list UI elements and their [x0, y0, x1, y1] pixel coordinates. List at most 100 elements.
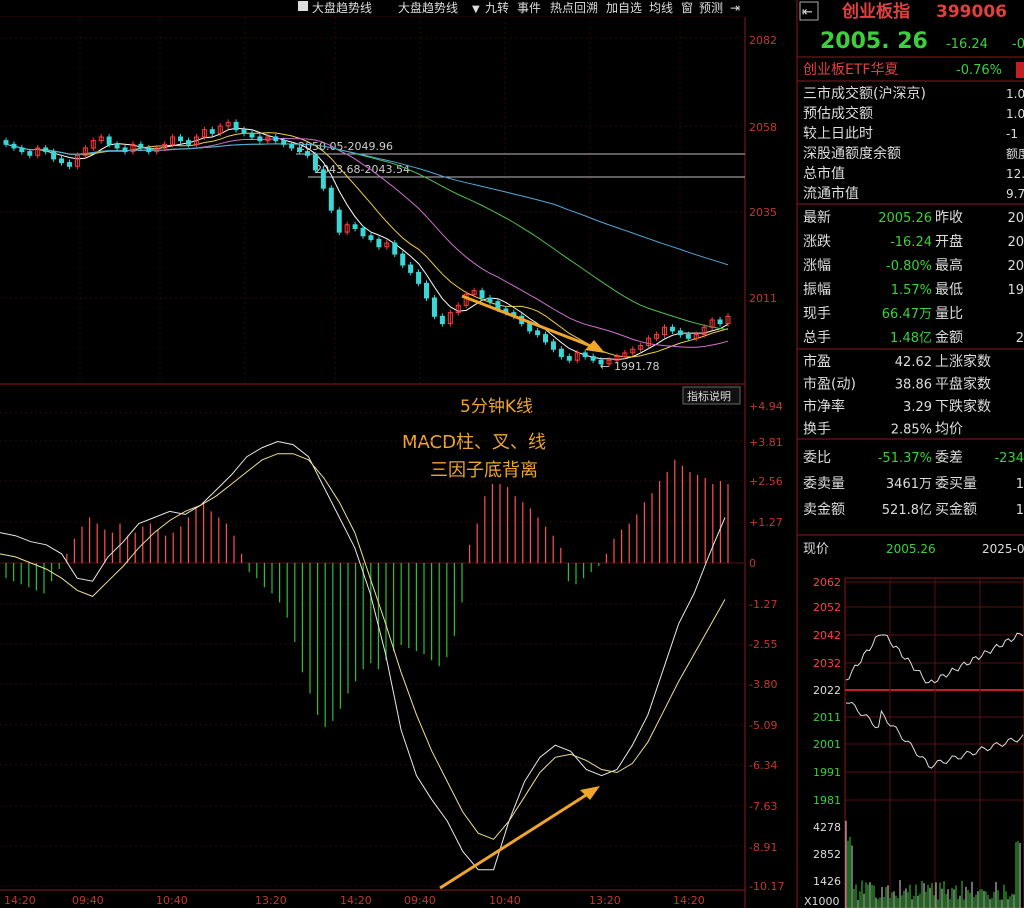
candle [123, 148, 127, 152]
candle [274, 137, 278, 141]
quote-value: 3461万 [886, 477, 932, 492]
candle [67, 163, 71, 167]
index-change: -16.24 [946, 37, 988, 52]
macd-axis-tick: -2.55 [749, 638, 777, 651]
etf-badge [1016, 62, 1024, 78]
toolbar-item-ma[interactable]: 均线 [649, 1, 673, 15]
mini-vol-tick: 2852 [813, 848, 841, 861]
info-row-label: 深股通额度余额 [803, 145, 901, 162]
quote-value: 20 [1007, 211, 1024, 226]
info-row-label: 三市成交额(沪深京) [803, 85, 926, 102]
indicator-explain-label[interactable]: 指标说明 [687, 389, 731, 403]
candle [432, 298, 436, 316]
quote-value: 1.57% [891, 283, 932, 298]
candle [361, 228, 365, 235]
low-marker-arrow-icon: ← [600, 360, 609, 373]
quote-value: 66.47万 [882, 307, 932, 322]
quote-label: 现手 [803, 306, 831, 322]
quote-label: 委卖量 [803, 476, 845, 492]
macd-divergence-arrow [440, 790, 594, 888]
mini-vol-unit: X1000 [804, 895, 840, 908]
mini-axis-tick: 2062 [813, 576, 841, 589]
mini-vol-tick: 4278 [813, 821, 841, 834]
etf-pct: -0.76% [956, 63, 1002, 78]
toolbar-item-add-watchlist[interactable]: 加自选 [606, 1, 642, 15]
mini-axis-tick: 2052 [813, 601, 841, 614]
candle [305, 152, 309, 156]
candle [551, 342, 555, 349]
quote-label: 买金额 [935, 502, 977, 518]
quote-label: 平盘家数 [935, 376, 991, 393]
candle [12, 144, 16, 148]
x-axis-tick: 10:40 [156, 894, 188, 907]
x-axis-tick: 13:20 [589, 894, 621, 907]
candle [250, 133, 254, 137]
quote-label: 市净率 [803, 398, 845, 415]
info-row-label: 较上日此时 [803, 126, 873, 142]
candle [28, 152, 32, 156]
mini-now-label: 现价 [803, 542, 829, 557]
quote-label: 昨收 [935, 210, 963, 226]
candle [417, 272, 421, 283]
quote-value: 2.85% [891, 423, 932, 438]
quote-value: 2005.26 [878, 211, 932, 226]
exit-arrow-icon[interactable]: ⇥ [730, 1, 740, 15]
macd-axis-tick: -7.63 [749, 800, 777, 813]
info-row-label: 预估成交额 [803, 105, 873, 122]
x-axis-tick: 14:20 [4, 894, 36, 907]
info-row-value: 1.0 [1006, 87, 1024, 101]
quote-value: 1 [1016, 503, 1024, 518]
toolbar-item-trend-2[interactable]: 大盘趋势线 [398, 0, 458, 15]
candle [147, 148, 151, 152]
candle [393, 243, 397, 254]
candle [440, 316, 444, 323]
sidebar: ⇤ 创业板指 399006 2005. 26 -16.24 -0 创业板ETF华… [797, 0, 1024, 908]
etf-name[interactable]: 创业板ETF华夏 [803, 62, 898, 78]
quote-value: 3.29 [903, 400, 932, 415]
toolbar-item-trend-1[interactable]: 大盘趋势线 [312, 0, 372, 15]
candle [186, 141, 190, 145]
back-arrow-icon[interactable]: ⇤ [802, 5, 813, 20]
quote-label: 最新 [803, 210, 831, 226]
candle [234, 122, 238, 129]
mini-axis-tick: 2011 [813, 711, 841, 724]
candle [44, 148, 48, 152]
annotation-macd: MACD柱、叉、线 [402, 432, 546, 453]
index-name: 创业板指 [841, 1, 910, 22]
candle [329, 188, 333, 210]
x-axis-tick: 10:40 [489, 894, 521, 907]
quote-value: 42.62 [895, 355, 932, 370]
candle [4, 141, 8, 145]
dropdown-arrow-icon[interactable]: ▼ [472, 4, 480, 15]
mini-axis-tick: 2022 [813, 684, 841, 697]
quote-value: 20 [1007, 259, 1024, 274]
toolbar-item-window[interactable]: 窗 [681, 1, 693, 15]
toolbar-item-forecast[interactable]: 预测 [699, 1, 723, 15]
mini-vol-tick: 1426 [813, 875, 841, 888]
candle [425, 283, 429, 298]
checkbox-icon[interactable] [298, 1, 308, 11]
mini-date: 2025-05 [982, 542, 1024, 556]
candle [686, 335, 690, 339]
x-axis-tick: 09:40 [72, 894, 104, 907]
candle [377, 239, 381, 246]
candle [591, 357, 595, 361]
candle [20, 148, 24, 152]
quote-value: 1.48亿 [890, 331, 932, 346]
candle [718, 320, 722, 324]
quote-label: 上涨家数 [935, 353, 991, 370]
quote-value: -0.80% [886, 259, 932, 274]
annotation-kline: 5分钟K线 [460, 397, 533, 417]
toolbar-item-events[interactable]: 事件 [517, 1, 541, 15]
candle [678, 331, 682, 335]
toolbar-item-hot-review[interactable]: 热点回溯 [550, 0, 598, 15]
candle [242, 130, 246, 134]
price-axis-tick: 2082 [749, 34, 777, 47]
toolbar-item-jiuzhuan[interactable]: 九转 [485, 0, 509, 15]
macd-axis-tick: +3.81 [749, 436, 783, 449]
info-row-value: 1.0 [1006, 107, 1024, 121]
macd-axis-tick: -1.27 [749, 598, 777, 611]
candle [369, 236, 373, 240]
price-axis-tick: 2058 [749, 121, 777, 134]
